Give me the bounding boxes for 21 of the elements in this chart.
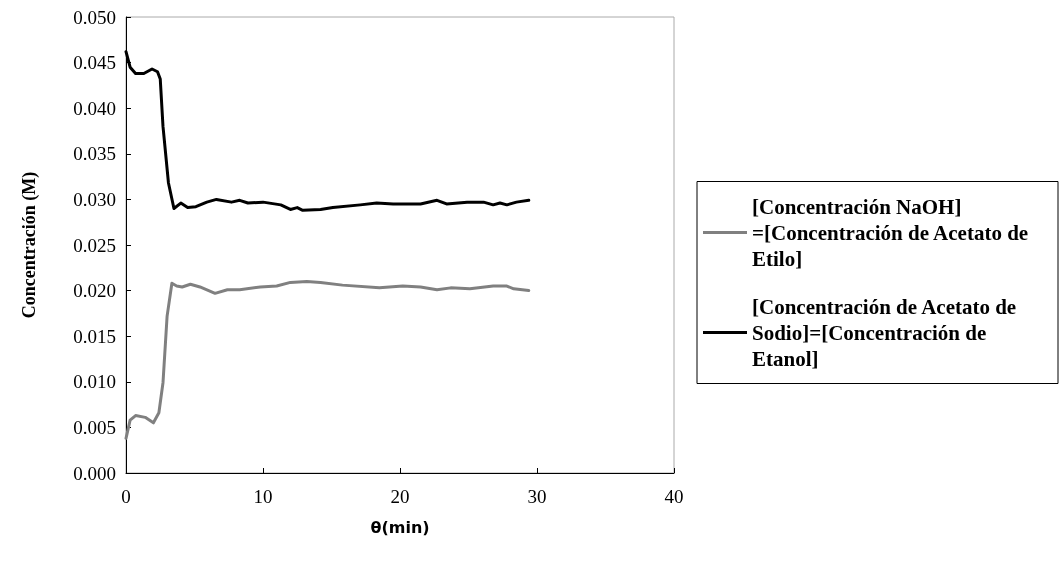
legend-label: [Concentración NaOH]=[Concentración de Acetato de Etilo]: [752, 194, 1034, 271]
legend-label: [Concentración de Acetato de Sodio]=[Concentración de Etanol]: [752, 294, 1022, 371]
y-tick-label: 0.045: [73, 52, 116, 74]
y-tick-label: 0.025: [73, 234, 116, 256]
y-tick-label: 0.035: [73, 143, 116, 165]
x-axis-title: θ(min): [370, 517, 430, 537]
y-tick-label: 0.010: [73, 371, 116, 393]
line-series: [124, 279, 531, 440]
x-tick-label: 30: [527, 486, 547, 507]
y-axis-title: Concentración (M): [19, 171, 40, 319]
y-tick-label: 0.020: [73, 280, 116, 302]
y-tick-label: 0.005: [73, 416, 116, 438]
x-tick-label: 0: [121, 486, 131, 507]
x-tick-label: 40: [664, 486, 684, 507]
y-tick-label: 0.040: [73, 97, 116, 119]
y-tick-label: 0.050: [73, 6, 116, 28]
x-tick-label: 10: [253, 486, 273, 507]
y-tick-label: 0.015: [73, 325, 116, 347]
x-tick-label: 20: [390, 486, 410, 507]
y-tick-label: 0.030: [73, 188, 116, 210]
y-tick-label: 0.000: [73, 462, 116, 484]
